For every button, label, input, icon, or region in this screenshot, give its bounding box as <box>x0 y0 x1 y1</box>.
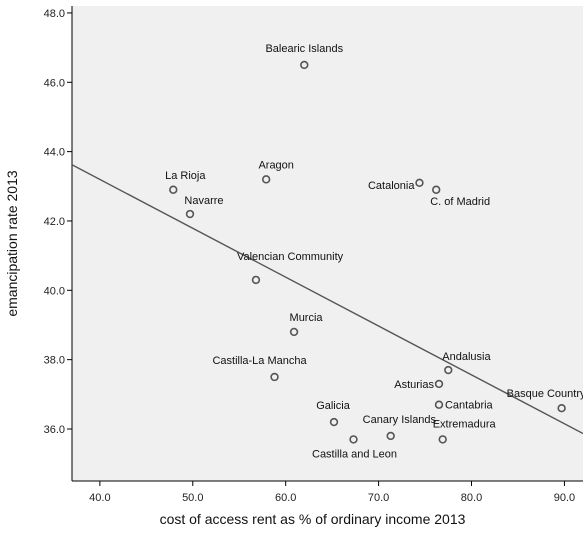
plot-area <box>72 6 583 481</box>
x-axis-title: cost of access rent as % of ordinary inc… <box>160 511 466 527</box>
point-label: Navarre <box>184 195 223 207</box>
data-point <box>349 435 358 444</box>
y-tick-label: 36.0 <box>44 424 65 436</box>
x-tick-label: 70.0 <box>368 492 389 504</box>
data-point <box>300 60 309 70</box>
data-point <box>185 209 195 219</box>
point-label: Andalusia <box>442 351 491 363</box>
data-point <box>438 435 447 444</box>
point-label: Balearic Islands <box>265 43 343 55</box>
point-label: Asturias <box>394 379 434 391</box>
x-tick-label: 60.0 <box>275 492 296 504</box>
point-label: Catalonia <box>368 180 415 192</box>
x-tick-label: 90.0 <box>554 492 575 504</box>
point-label: Valencian Community <box>237 251 344 263</box>
data-point <box>432 185 441 194</box>
point-label: Aragon <box>258 159 293 171</box>
point-label: Murcia <box>290 312 324 324</box>
data-point <box>261 175 271 184</box>
regression-line <box>71 164 583 435</box>
x-tick-label: 50.0 <box>182 492 203 504</box>
data-point <box>415 178 424 188</box>
x-tick-label: 40.0 <box>89 492 110 504</box>
data-point <box>434 400 444 409</box>
data-point <box>386 431 395 441</box>
data-point <box>251 275 261 285</box>
data-point <box>270 372 279 382</box>
data-point <box>329 417 339 427</box>
data-point <box>557 403 566 413</box>
y-axis-title: emancipation rate 2013 <box>4 170 20 317</box>
y-tick-label: 38.0 <box>44 355 65 367</box>
data-point <box>289 327 299 337</box>
point-label: Castilla and Leon <box>312 448 397 460</box>
point-label: Galicia <box>316 400 351 412</box>
data-point <box>444 365 453 375</box>
y-tick-label: 44.0 <box>44 147 65 159</box>
y-tick-label: 40.0 <box>44 285 65 297</box>
y-tick-label: 48.0 <box>44 8 65 20</box>
point-label: Canary Islands <box>363 414 437 426</box>
point-label: La Rioja <box>165 170 206 182</box>
point-label: Basque Country <box>507 388 583 400</box>
y-tick-label: 46.0 <box>44 77 65 89</box>
point-label: Extremadura <box>433 418 497 430</box>
data-point <box>169 185 178 194</box>
point-label: C. of Madrid <box>430 196 490 208</box>
x-tick-label: 80.0 <box>461 492 482 504</box>
y-tick-label: 42.0 <box>44 216 65 228</box>
data-point <box>434 379 444 389</box>
point-label: Cantabria <box>445 400 494 412</box>
point-label: Castilla-La Mancha <box>212 355 307 367</box>
